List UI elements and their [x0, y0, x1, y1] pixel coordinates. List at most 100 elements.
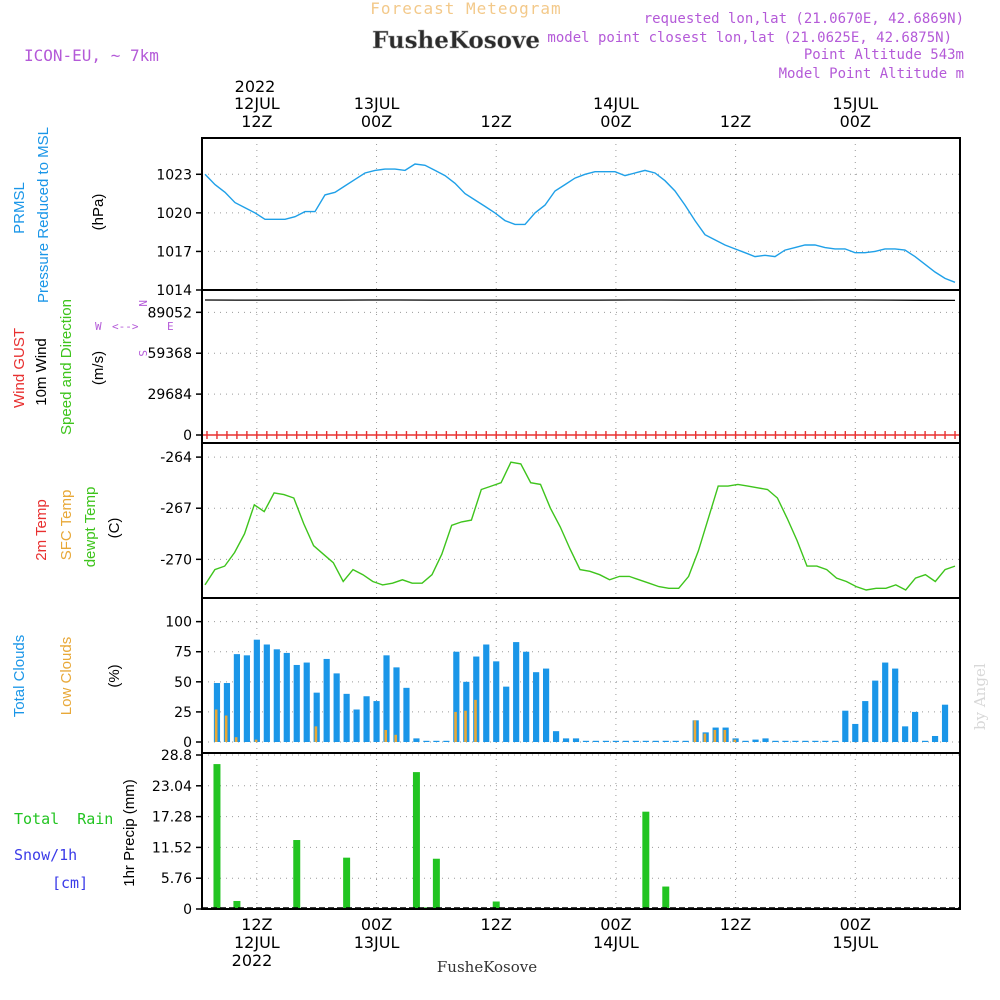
total-cloud-bar [892, 668, 899, 742]
ytick-label: 28.8 [161, 748, 192, 764]
wind-label-unit: (m/s) [90, 351, 107, 385]
panel-frame [201, 442, 961, 599]
compass-north: N [136, 300, 149, 307]
total-cloud-bar [862, 701, 869, 742]
total-cloud-bar [602, 740, 610, 742]
watermark: by Angel [971, 663, 989, 730]
top-year: 2022 [235, 77, 276, 96]
clouds-label-unit: (%) [106, 664, 123, 687]
total-cloud-bar [243, 655, 250, 742]
bottom-time-label: 00Z [600, 915, 631, 934]
total-cloud-bar [363, 696, 370, 742]
top-time-label: 12Z [720, 112, 751, 131]
total-cloud-bar [672, 740, 679, 742]
bottom-date-label: 14JUL [593, 933, 639, 952]
low-cloud-bar [214, 709, 218, 742]
total-cloud-bar [572, 738, 580, 742]
panel-frame [201, 137, 961, 291]
low-cloud-bar [224, 715, 228, 742]
ytick-label: 100 [165, 615, 192, 631]
top-time-label: 12Z [241, 112, 272, 131]
total-cloud-bar [772, 740, 779, 742]
total-cloud-bar [253, 639, 260, 742]
pressure-label-unit: (hPa) [90, 194, 107, 231]
precip-legend-rain: Total Rain [14, 810, 113, 828]
bottom-time-label: 12Z [481, 915, 512, 934]
ytick-label: -270 [160, 552, 192, 568]
total-cloud-bar [762, 738, 769, 742]
total-cloud-bar [343, 693, 350, 742]
total-cloud-bar [223, 683, 231, 742]
low-cloud-bar [693, 720, 697, 742]
total-cloud-bar [642, 740, 649, 742]
bottom-date-label: 13JUL [354, 933, 400, 952]
precip-legend-snow: Snow/1h [14, 846, 77, 864]
total-cloud-bar [443, 740, 450, 742]
ytick-label: 50 [174, 675, 192, 691]
total-cloud-bar [523, 651, 530, 742]
total-cloud-bar [592, 740, 600, 742]
top-time-label: 00Z [840, 112, 871, 131]
total-cloud-bar [792, 740, 799, 742]
total-cloud-bar [742, 740, 749, 742]
bottom-year: 2022 [232, 951, 273, 970]
wind-label-10m: 10m Wind [33, 338, 50, 406]
low-cloud-bar [384, 729, 388, 742]
clouds-ylabels: Total Clouds Low Clouds (%) [11, 635, 123, 718]
compass-west: W [95, 320, 102, 333]
total-cloud-bar [931, 735, 939, 742]
total-cloud-bar [333, 673, 340, 742]
total-cloud-bar [582, 740, 590, 742]
top-date-label: 12JUL [234, 94, 280, 113]
rain-bar [492, 901, 500, 909]
total-cloud-bar [882, 662, 889, 742]
wind-ylabels: Wind GUST 10m Wind Speed and Direction (… [11, 299, 107, 435]
top-time-label: 00Z [600, 112, 631, 131]
bottom-date-label: 15JUL [832, 933, 878, 952]
total-cloud-bar [283, 652, 290, 742]
total-cloud-bar [922, 740, 929, 742]
total-cloud-bar [941, 704, 949, 742]
total-cloud-bar [652, 740, 659, 742]
ytick-label: 11.52 [152, 840, 192, 856]
supertitle: Forecast Meteogram [370, 0, 561, 18]
total-cloud-bar [403, 687, 410, 742]
compass-east: E [167, 320, 174, 333]
total-cloud-bar [493, 661, 500, 742]
clouds-label-total: Total Clouds [11, 635, 28, 718]
total-cloud-bar [842, 710, 849, 742]
total-cloud-bar [323, 658, 330, 742]
clouds-label-low: Low Clouds [58, 637, 75, 715]
precip-labels: 1hr Precip (mm) Total Rain Snow/1h [cm] [14, 779, 138, 892]
total-cloud-bar [373, 701, 380, 742]
total-cloud-bar [263, 644, 270, 742]
total-cloud-bar [413, 738, 420, 742]
bottom-time-label: 00Z [361, 915, 392, 934]
total-cloud-bar [782, 740, 789, 742]
total-cloud-bar [822, 740, 829, 742]
low-cloud-bar [454, 711, 457, 742]
ytick-label: -264 [160, 450, 192, 466]
total-cloud-bar [832, 740, 839, 742]
panel-frame [201, 289, 961, 444]
wind-label-gust: Wind GUST [11, 328, 28, 408]
low-cloud-bar [464, 710, 467, 742]
rain-bar [642, 811, 650, 909]
closest-coords: model point closest lon,lat (21.0625E, 4… [547, 30, 952, 46]
wind-compass: W <--> E N S [95, 300, 174, 357]
total-cloud-bar [383, 655, 390, 742]
total-cloud-bar [433, 740, 440, 742]
temp-label-dewpt: dewpt Temp [82, 487, 99, 568]
total-cloud-bar [872, 680, 879, 742]
total-cloud-bar [562, 738, 570, 742]
model-altitude: Model Point Altitude m [779, 66, 964, 82]
total-cloud-bar [513, 642, 520, 742]
temp-label-sfc: SFC Temp [58, 490, 75, 561]
requested-coords: requested lon,lat (21.0670E, 42.6869N) [644, 11, 964, 27]
ytick-label: 5.76 [161, 871, 192, 887]
total-cloud-bar [662, 740, 669, 742]
low-cloud-bar [723, 729, 727, 742]
precip-legend-unit: [cm] [52, 874, 88, 892]
